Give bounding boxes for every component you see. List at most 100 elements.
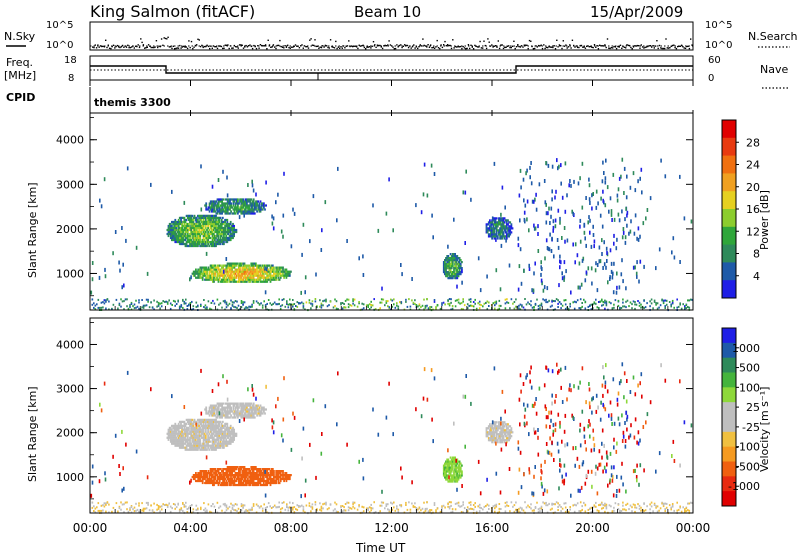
velocity-cell [176,440,179,443]
power-cell [504,307,507,310]
velocity-cell [215,446,217,449]
velocity-cell [198,446,200,449]
power-cell [195,236,198,240]
power-cell [569,302,571,305]
power-cell [222,280,224,283]
power-cell [468,298,470,301]
velocity-cell [221,410,223,413]
power-cell [677,305,680,308]
power-cell [120,305,122,308]
velocity-cell [244,470,247,473]
power-cell [239,200,241,203]
power-cell [186,226,189,230]
power-cell [498,223,500,226]
power-cell [191,226,194,230]
nsky-point [211,47,213,49]
power-cell [219,224,222,228]
power-cell [500,212,502,217]
velocity-cell [212,470,214,473]
power-cell [244,272,247,275]
nsky-point [679,45,681,47]
velocity-cell [183,422,186,425]
power-cell [206,208,209,211]
velocity-cell [249,470,252,473]
power-cell [233,305,235,308]
velocity-cell [223,424,225,427]
power-cell [545,202,547,207]
power-cell [191,222,194,226]
power-cell [156,300,158,303]
velocity-cell [212,408,214,411]
power-cell [241,268,244,271]
power-cell [262,278,265,281]
velocity-cell [199,442,202,445]
velocity-cell [249,477,252,481]
power-cell [184,238,187,242]
velocity-cell [220,434,223,437]
velocity-cell [231,432,233,435]
power-cell [258,268,261,271]
velocity-cell [189,440,191,443]
power-cell [595,298,597,301]
power-cell [202,270,205,273]
velocity-cell [224,481,227,485]
power-cell [280,274,283,277]
power-cell [209,232,212,236]
velocity-cell [213,414,215,417]
nsky-point [372,41,375,43]
velocity-cell [268,468,271,471]
power-cell [255,206,257,209]
power-cell [242,280,245,283]
power-cell [605,265,607,270]
nsky-point [388,40,390,42]
power-cell [596,263,599,267]
power-cell [192,230,195,234]
nsky-point [379,44,381,47]
velocity-cell [253,472,256,475]
power-cell [299,302,302,305]
power-cell [197,234,199,238]
power-cell [495,231,498,234]
power-cell [265,276,267,279]
power-cell [185,302,187,305]
velocity-cell [200,444,203,447]
power-cell [228,266,231,269]
power-cell [221,240,224,244]
power-cell [234,272,237,275]
power-cell [215,208,218,211]
power-cell [445,265,447,268]
nsky-point [167,36,169,38]
power-cell [545,298,547,301]
velocity-cell [184,432,187,435]
velocity-cell [245,472,248,475]
velocity-cell [224,402,227,405]
power-cell [175,232,178,236]
velocity-cell [223,468,226,471]
power-cell [281,304,284,307]
power-cell [172,230,174,234]
power-cell [680,307,683,310]
power-cell [417,305,419,308]
nsky-point [209,47,211,50]
nsky-point [545,46,548,49]
velocity-cell [226,430,229,433]
power-cell [210,232,213,236]
power-cell [190,218,192,222]
velocity-cell [256,483,258,487]
velocity-cell [253,406,256,409]
power-cell [220,230,223,234]
power-cell [205,278,207,281]
power-cell [266,272,269,275]
power-cell [490,229,492,232]
velocity-cell [260,410,263,413]
power-cell [604,203,607,208]
power-cell [255,202,257,205]
power-cell [189,228,191,232]
velocity-cell [190,432,192,435]
velocity-cell [247,408,249,411]
power-cell [450,298,452,301]
power-cell [464,190,467,195]
velocity-cell [239,483,241,487]
power-cell [257,272,259,275]
